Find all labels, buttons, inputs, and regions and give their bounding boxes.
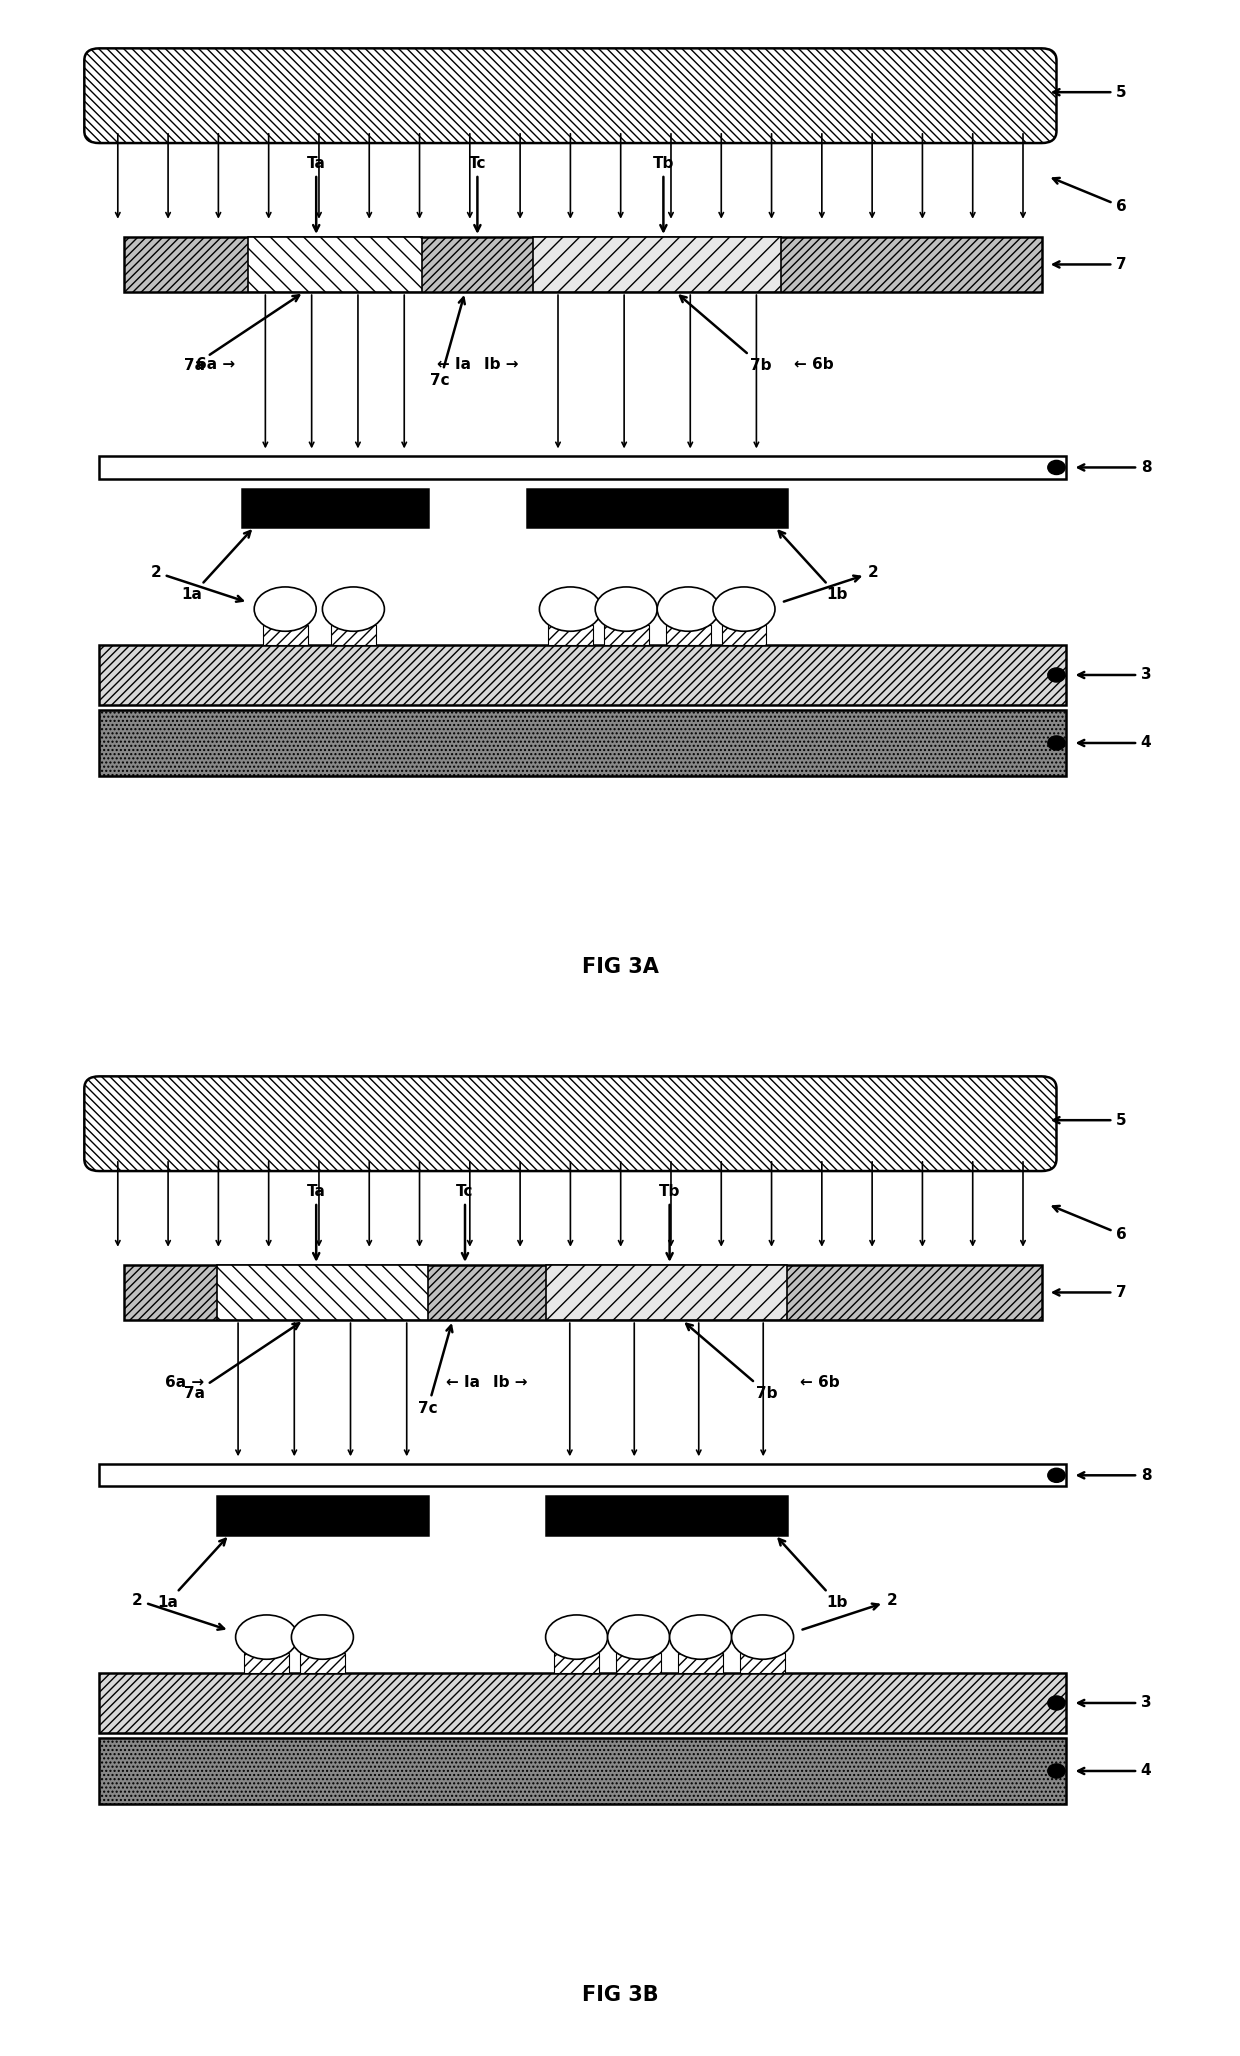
- Bar: [248, 292, 422, 456]
- Text: 4: 4: [1078, 736, 1152, 750]
- Text: 3: 3: [1078, 668, 1152, 683]
- Text: 7b: 7b: [686, 1324, 777, 1400]
- Circle shape: [1048, 736, 1065, 750]
- Text: 8: 8: [1078, 1468, 1152, 1482]
- Bar: [546, 1264, 787, 1320]
- Text: 6a →: 6a →: [196, 356, 236, 372]
- Bar: [548, 625, 593, 646]
- Bar: [217, 1320, 428, 1464]
- Text: 7c: 7c: [418, 1326, 453, 1417]
- Text: 7: 7: [1053, 257, 1127, 271]
- Bar: [527, 489, 787, 526]
- Bar: [244, 1653, 289, 1674]
- Text: 8: 8: [1078, 461, 1152, 475]
- Ellipse shape: [291, 1614, 353, 1659]
- Text: Tc: Tc: [456, 1184, 474, 1258]
- Bar: [740, 1653, 785, 1674]
- Bar: [554, 1653, 599, 1674]
- Ellipse shape: [595, 586, 657, 631]
- Circle shape: [1048, 1696, 1065, 1711]
- Text: ← Ia: ← Ia: [446, 1375, 480, 1390]
- Bar: [99, 709, 1066, 775]
- Bar: [99, 646, 1066, 705]
- Bar: [533, 292, 781, 456]
- Text: Tb: Tb: [658, 1184, 681, 1258]
- Bar: [300, 1653, 345, 1674]
- Text: 1a: 1a: [157, 1538, 226, 1610]
- Ellipse shape: [732, 1614, 794, 1659]
- Ellipse shape: [236, 1614, 298, 1659]
- Ellipse shape: [670, 1614, 732, 1659]
- Text: 7b: 7b: [680, 296, 771, 372]
- Bar: [124, 236, 1042, 292]
- Text: 5: 5: [1053, 84, 1127, 99]
- Bar: [533, 236, 781, 292]
- Text: 5: 5: [1053, 1112, 1127, 1127]
- Text: ← Ia: ← Ia: [438, 356, 471, 372]
- Text: Tc: Tc: [469, 156, 486, 230]
- Text: 2: 2: [150, 565, 243, 602]
- Text: 7a: 7a: [184, 1324, 299, 1400]
- FancyBboxPatch shape: [84, 49, 1056, 144]
- Text: ← 6b: ← 6b: [794, 356, 833, 372]
- Text: FIG 3A: FIG 3A: [582, 958, 658, 977]
- Text: Ta: Ta: [306, 156, 326, 230]
- Text: Ta: Ta: [306, 1184, 326, 1258]
- Text: 7a: 7a: [184, 296, 299, 372]
- Bar: [99, 1464, 1066, 1486]
- Text: 7: 7: [1053, 1285, 1127, 1299]
- Ellipse shape: [322, 586, 384, 631]
- Text: 3: 3: [1078, 1696, 1152, 1711]
- Bar: [248, 236, 422, 292]
- Ellipse shape: [539, 586, 601, 631]
- Bar: [546, 1320, 787, 1464]
- Circle shape: [1048, 668, 1065, 683]
- Text: 4: 4: [1078, 1764, 1152, 1778]
- Ellipse shape: [713, 586, 775, 631]
- Bar: [99, 456, 1066, 479]
- Text: ← 6b: ← 6b: [800, 1375, 839, 1390]
- Bar: [99, 1737, 1066, 1803]
- Bar: [331, 625, 376, 646]
- Text: 2: 2: [802, 1593, 898, 1630]
- Text: 1b: 1b: [779, 530, 848, 602]
- Ellipse shape: [546, 1614, 608, 1659]
- Ellipse shape: [657, 586, 719, 631]
- Text: Tb: Tb: [652, 156, 675, 230]
- Circle shape: [1048, 461, 1065, 475]
- Bar: [217, 1497, 428, 1534]
- Bar: [722, 625, 766, 646]
- Text: 6a →: 6a →: [165, 1375, 205, 1390]
- Text: FIG 3B: FIG 3B: [582, 1986, 658, 2005]
- Circle shape: [1048, 1764, 1065, 1778]
- Bar: [604, 625, 649, 646]
- Bar: [242, 489, 428, 526]
- Bar: [678, 1653, 723, 1674]
- Text: 2: 2: [131, 1593, 224, 1630]
- Bar: [546, 1497, 787, 1534]
- Text: 1a: 1a: [182, 530, 250, 602]
- FancyBboxPatch shape: [84, 1077, 1056, 1172]
- Bar: [99, 1674, 1066, 1733]
- Bar: [263, 625, 308, 646]
- Text: 2: 2: [784, 565, 879, 602]
- Text: Ib →: Ib →: [484, 356, 518, 372]
- Text: 1b: 1b: [779, 1538, 848, 1610]
- Text: 7c: 7c: [430, 298, 465, 389]
- Text: Ib →: Ib →: [492, 1375, 527, 1390]
- Text: 6: 6: [1053, 179, 1127, 214]
- Circle shape: [1048, 1468, 1065, 1482]
- Bar: [124, 1264, 1042, 1320]
- Bar: [217, 1264, 428, 1320]
- Ellipse shape: [608, 1614, 670, 1659]
- Ellipse shape: [254, 586, 316, 631]
- Bar: [616, 1653, 661, 1674]
- Text: 6: 6: [1053, 1207, 1127, 1242]
- Bar: [666, 625, 711, 646]
